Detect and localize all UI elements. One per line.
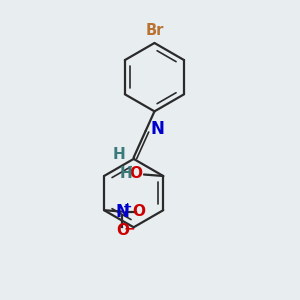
Text: N: N bbox=[151, 120, 164, 138]
Text: O: O bbox=[116, 224, 129, 238]
Text: O: O bbox=[129, 167, 142, 182]
Text: −: − bbox=[123, 221, 135, 235]
Text: Br: Br bbox=[145, 23, 164, 38]
Text: O: O bbox=[132, 204, 145, 219]
Text: H: H bbox=[120, 167, 133, 182]
Text: H: H bbox=[112, 147, 125, 162]
Text: +: + bbox=[123, 202, 133, 212]
Text: N: N bbox=[116, 203, 129, 221]
